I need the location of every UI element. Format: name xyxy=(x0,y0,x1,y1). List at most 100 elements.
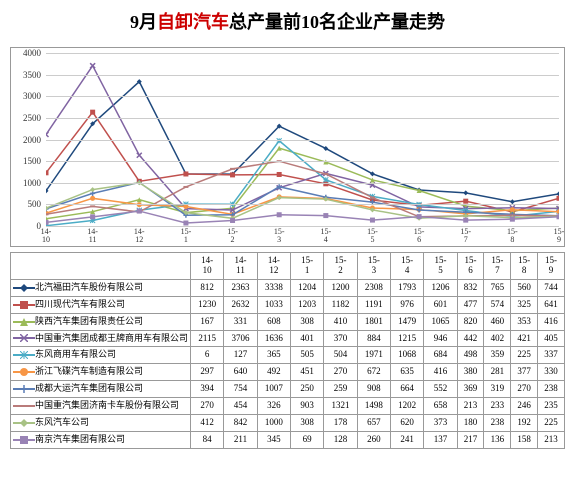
data-cell: 3706 xyxy=(224,330,257,347)
title-prefix: 9月 xyxy=(130,12,157,32)
data-cell: 640 xyxy=(224,364,257,381)
data-cell: 246 xyxy=(511,398,538,415)
data-cell: 2363 xyxy=(224,279,257,296)
x-axis-label: 15- 4 xyxy=(320,228,331,244)
data-cell: 259 xyxy=(324,381,357,398)
data-cell: 754 xyxy=(224,381,257,398)
data-cell: 401 xyxy=(291,330,324,347)
data-cell: 657 xyxy=(357,415,390,432)
data-cell: 158 xyxy=(511,431,538,448)
y-axis-label: 0 xyxy=(11,221,41,231)
series-name: 浙江飞碟汽车制造有限公司 xyxy=(35,367,143,377)
data-cell: 1498 xyxy=(357,398,390,415)
table-row: 中国重汽集团济南卡车股份有限公司270454326903132114981202… xyxy=(11,398,565,415)
data-cell: 238 xyxy=(538,381,565,398)
data-cell: 560 xyxy=(511,279,538,296)
data-cell: 1203 xyxy=(291,296,324,313)
series-legend-cell: 东风汽车公司 xyxy=(11,415,191,432)
series-name: 北汽福田汽车股份有限公司 xyxy=(35,283,143,293)
data-cell: 331 xyxy=(224,313,257,330)
y-axis-label: 2500 xyxy=(11,113,41,123)
data-cell: 180 xyxy=(457,415,484,432)
data-cell: 260 xyxy=(357,431,390,448)
data-cell: 1793 xyxy=(390,279,423,296)
data-cell: 84 xyxy=(191,431,224,448)
series-legend-cell: 北汽福田汽车股份有限公司 xyxy=(11,279,191,296)
table-row: 四川现代汽车有限公司123026321033120311821191976601… xyxy=(11,296,565,313)
data-cell: 225 xyxy=(511,347,538,364)
table-header-cell: 15-5 xyxy=(424,253,457,280)
data-cell: 326 xyxy=(257,398,290,415)
data-cell: 270 xyxy=(191,398,224,415)
data-cell: 319 xyxy=(484,381,511,398)
x-axis-label: 15- 6 xyxy=(414,228,425,244)
table-header-cell: 15-7 xyxy=(484,253,511,280)
x-axis-label: 15- 9 xyxy=(554,228,565,244)
data-cell: 460 xyxy=(484,313,511,330)
data-cell: 410 xyxy=(324,313,357,330)
data-cell: 412 xyxy=(191,415,224,432)
x-axis-label: 15- 1 xyxy=(181,228,192,244)
data-cell: 192 xyxy=(511,415,538,432)
data-cell: 832 xyxy=(457,279,484,296)
data-cell: 167 xyxy=(191,313,224,330)
data-cell: 1204 xyxy=(291,279,324,296)
data-cell: 664 xyxy=(390,381,423,398)
data-cell: 213 xyxy=(457,398,484,415)
data-cell: 1206 xyxy=(424,279,457,296)
data-cell: 601 xyxy=(424,296,457,313)
data-cell: 635 xyxy=(390,364,423,381)
data-cell: 241 xyxy=(390,431,423,448)
data-cell: 233 xyxy=(484,398,511,415)
y-axis-label: 3000 xyxy=(11,91,41,101)
series-legend-cell: 南京汽车集团有限公司 xyxy=(11,431,191,448)
table-row: 陕西汽车集团有限责任公司1673316083084101801147910658… xyxy=(11,313,565,330)
data-cell: 672 xyxy=(357,364,390,381)
data-cell: 178 xyxy=(324,415,357,432)
data-cell: 225 xyxy=(538,415,565,432)
y-axis-label: 2000 xyxy=(11,135,41,145)
x-axis-label: 15- 2 xyxy=(227,228,238,244)
data-cell: 504 xyxy=(324,347,357,364)
table-header-cell: 15-8 xyxy=(511,253,538,280)
data-cell: 137 xyxy=(424,431,457,448)
data-cell: 1191 xyxy=(357,296,390,313)
data-cell: 744 xyxy=(538,279,565,296)
series-legend-cell: 中国重汽集团济南卡车股份有限公司 xyxy=(11,398,191,415)
data-cell: 1971 xyxy=(357,347,390,364)
data-cell: 454 xyxy=(224,398,257,415)
x-axis-label: 15- 5 xyxy=(367,228,378,244)
series-name: 陕西汽车集团有限责任公司 xyxy=(35,317,143,327)
table-header-cell: 15-2 xyxy=(324,253,357,280)
data-cell: 641 xyxy=(538,296,565,313)
data-cell: 416 xyxy=(424,364,457,381)
table-header-cell: 14-10 xyxy=(191,253,224,280)
data-cell: 1801 xyxy=(357,313,390,330)
table-row: 南京汽车集团有限公司842113456912826024113721713615… xyxy=(11,431,565,448)
data-cell: 1200 xyxy=(324,279,357,296)
data-cell: 477 xyxy=(457,296,484,313)
table-header-cell: 15-1 xyxy=(291,253,324,280)
series-name: 东风商用车有限公司 xyxy=(35,350,116,360)
x-axis-label: 15- 3 xyxy=(274,228,285,244)
data-cell: 217 xyxy=(457,431,484,448)
x-axis-label: 15- 8 xyxy=(507,228,518,244)
data-cell: 394 xyxy=(191,381,224,398)
data-cell: 136 xyxy=(484,431,511,448)
table-header-cell: 15-3 xyxy=(357,253,390,280)
table-row: 北汽福田汽车股份有限公司8122363333812041200230817931… xyxy=(11,279,565,296)
title-suffix: 总产量前10名企业产量走势 xyxy=(229,12,445,32)
data-cell: 1000 xyxy=(257,415,290,432)
data-cell: 359 xyxy=(484,347,511,364)
data-table: 14-1014-1114-1215-115-215-315-415-515-61… xyxy=(10,252,565,449)
data-cell: 3338 xyxy=(257,279,290,296)
data-cell: 765 xyxy=(484,279,511,296)
table-row: 东风商用车有限公司6127365505504197110686844983592… xyxy=(11,347,565,364)
data-cell: 380 xyxy=(457,364,484,381)
data-cell: 1230 xyxy=(191,296,224,313)
data-cell: 235 xyxy=(538,398,565,415)
y-axis-label: 4000 xyxy=(11,48,41,58)
data-cell: 574 xyxy=(484,296,511,313)
data-cell: 337 xyxy=(538,347,565,364)
data-cell: 903 xyxy=(291,398,324,415)
